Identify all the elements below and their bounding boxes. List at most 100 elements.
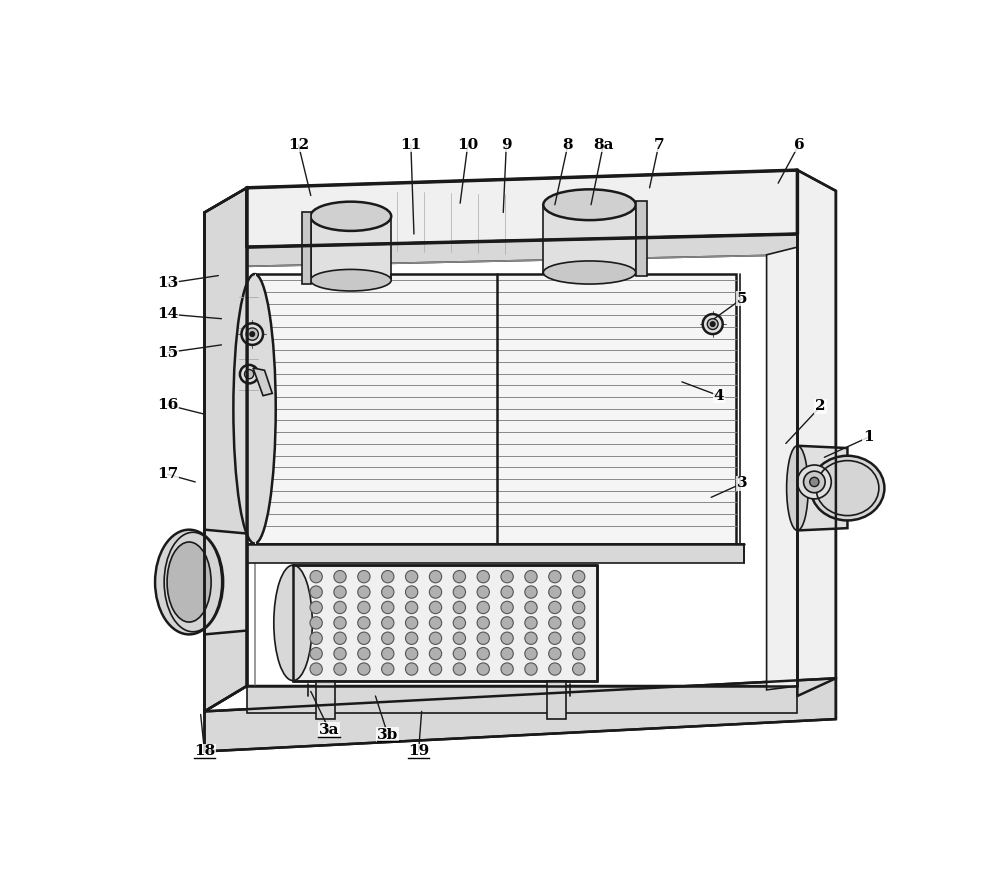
Circle shape: [501, 648, 513, 660]
Ellipse shape: [274, 565, 312, 681]
Text: 19: 19: [408, 745, 429, 759]
Circle shape: [245, 370, 254, 378]
Text: 15: 15: [157, 345, 178, 359]
Circle shape: [477, 663, 489, 675]
Circle shape: [477, 617, 489, 629]
Polygon shape: [247, 234, 797, 686]
Polygon shape: [302, 213, 311, 284]
Circle shape: [573, 632, 585, 644]
Circle shape: [358, 648, 370, 660]
Circle shape: [525, 648, 537, 660]
Circle shape: [573, 663, 585, 675]
Circle shape: [310, 602, 322, 614]
Circle shape: [405, 632, 418, 644]
Circle shape: [429, 570, 442, 582]
Circle shape: [501, 632, 513, 644]
Ellipse shape: [233, 274, 276, 543]
Circle shape: [549, 570, 561, 582]
Circle shape: [477, 632, 489, 644]
Circle shape: [453, 617, 466, 629]
Polygon shape: [204, 529, 247, 635]
Circle shape: [525, 570, 537, 582]
Circle shape: [453, 632, 466, 644]
Text: 12: 12: [288, 138, 309, 152]
Ellipse shape: [310, 269, 391, 291]
Circle shape: [477, 648, 489, 660]
Polygon shape: [247, 170, 797, 247]
Circle shape: [405, 663, 418, 675]
Ellipse shape: [167, 542, 211, 622]
Circle shape: [358, 570, 370, 582]
Circle shape: [240, 364, 258, 384]
Circle shape: [358, 617, 370, 629]
Polygon shape: [255, 274, 256, 543]
Circle shape: [501, 570, 513, 582]
Circle shape: [334, 663, 346, 675]
Circle shape: [453, 602, 466, 614]
Circle shape: [250, 331, 255, 337]
Text: 4: 4: [714, 389, 724, 403]
Circle shape: [549, 602, 561, 614]
Circle shape: [405, 617, 418, 629]
Text: 3b: 3b: [377, 727, 398, 741]
Ellipse shape: [543, 189, 636, 220]
Text: 11: 11: [400, 138, 421, 152]
Circle shape: [797, 465, 831, 499]
Polygon shape: [767, 247, 797, 690]
Ellipse shape: [543, 261, 636, 284]
Ellipse shape: [787, 446, 808, 530]
Polygon shape: [311, 216, 391, 280]
Text: 6: 6: [794, 138, 804, 152]
Circle shape: [382, 617, 394, 629]
Circle shape: [810, 477, 819, 487]
Circle shape: [501, 617, 513, 629]
Circle shape: [246, 328, 258, 340]
Text: 3a: 3a: [319, 723, 339, 737]
Circle shape: [310, 663, 322, 675]
Ellipse shape: [810, 456, 884, 521]
Circle shape: [501, 663, 513, 675]
Circle shape: [334, 570, 346, 582]
Circle shape: [453, 586, 466, 598]
Circle shape: [525, 632, 537, 644]
Text: 1: 1: [863, 430, 874, 444]
Text: 9: 9: [501, 138, 512, 152]
Polygon shape: [293, 565, 597, 681]
Circle shape: [405, 648, 418, 660]
Polygon shape: [316, 681, 335, 719]
Circle shape: [241, 324, 263, 345]
Circle shape: [501, 602, 513, 614]
Polygon shape: [636, 201, 647, 276]
Circle shape: [382, 632, 394, 644]
Polygon shape: [247, 686, 797, 713]
Circle shape: [573, 648, 585, 660]
Circle shape: [703, 314, 723, 334]
Text: 16: 16: [157, 398, 178, 412]
Circle shape: [405, 602, 418, 614]
Polygon shape: [253, 368, 272, 396]
Circle shape: [310, 632, 322, 644]
Circle shape: [334, 632, 346, 644]
Circle shape: [334, 586, 346, 598]
Circle shape: [429, 586, 442, 598]
Circle shape: [382, 570, 394, 582]
Circle shape: [429, 617, 442, 629]
Polygon shape: [204, 187, 247, 712]
Text: 17: 17: [157, 467, 178, 481]
Circle shape: [525, 617, 537, 629]
Circle shape: [549, 663, 561, 675]
Circle shape: [573, 586, 585, 598]
Circle shape: [429, 663, 442, 675]
Circle shape: [334, 602, 346, 614]
Circle shape: [310, 570, 322, 582]
Text: 8a: 8a: [593, 138, 614, 152]
Circle shape: [334, 648, 346, 660]
Circle shape: [707, 318, 718, 330]
Polygon shape: [797, 446, 847, 530]
Circle shape: [358, 663, 370, 675]
Circle shape: [453, 570, 466, 582]
Polygon shape: [247, 234, 797, 266]
Text: 14: 14: [157, 307, 178, 321]
Text: 3: 3: [737, 476, 747, 490]
Circle shape: [453, 648, 466, 660]
